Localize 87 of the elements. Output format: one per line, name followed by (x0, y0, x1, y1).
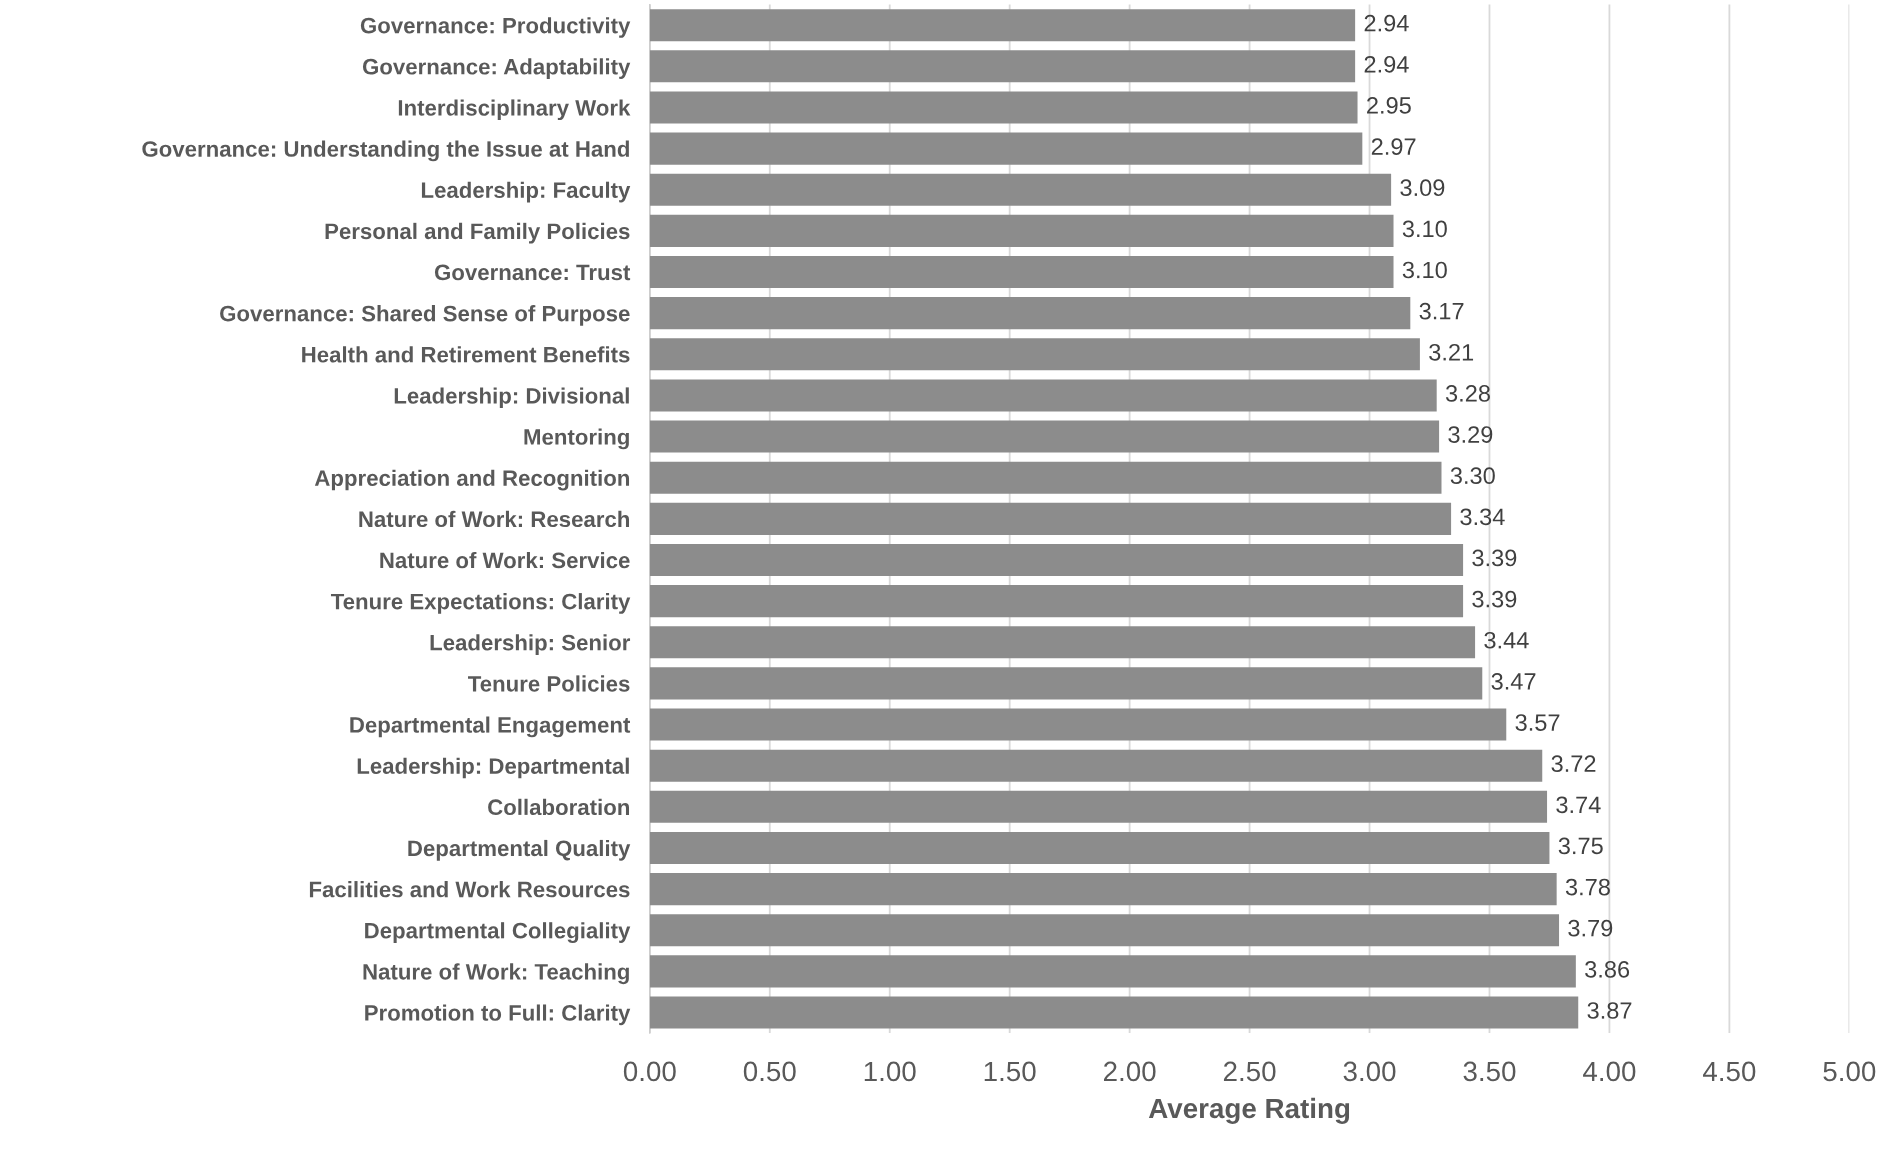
y-tick-label: Departmental Collegiality (365, 922, 631, 943)
bar (649, 379, 1437, 412)
bar (649, 708, 1507, 741)
y-tick-label: Governance: Shared Sense of Purpose (220, 305, 630, 326)
bar (649, 585, 1464, 618)
bar (649, 461, 1442, 494)
y-tick-label: Interdisciplinary Work (398, 99, 631, 121)
bar (649, 50, 1356, 83)
bar (649, 667, 1483, 700)
x-tick-label: 4.50 (1702, 1061, 1756, 1082)
y-tick-label: Leadership: Faculty (421, 181, 631, 203)
data-label: 3.10 (1402, 261, 1447, 279)
y-tick-label: Leadership: Divisional (394, 387, 629, 409)
x-axis-title: Average Rating (1148, 1097, 1350, 1124)
x-tick-label: 1.50 (984, 1061, 1036, 1082)
bar (649, 831, 1550, 865)
data-label: 3.74 (1556, 796, 1601, 814)
bar (649, 996, 1579, 1029)
bar (649, 749, 1543, 782)
y-tick-label: Tenure Expectations: Clarity (330, 593, 631, 614)
y-tick-label: Promotion to Full: Clarity (365, 1004, 631, 1026)
data-label: 3.78 (1565, 878, 1610, 896)
data-label: 3.75 (1558, 837, 1603, 855)
data-label: 3.39 (1472, 590, 1517, 608)
x-tick-label: 3.50 (1463, 1061, 1516, 1082)
y-tick-label: Governance: Understanding the Issue at Hand (142, 140, 629, 162)
data-label: 3.44 (1484, 631, 1529, 649)
bar (649, 255, 1394, 289)
x-tick-label: 2.00 (1103, 1061, 1156, 1082)
bar (649, 338, 1420, 371)
bar (649, 132, 1363, 165)
x-tick-label: 0.50 (743, 1061, 796, 1082)
data-label: 3.47 (1491, 673, 1536, 690)
y-tick-label: Nature of Work: Service (380, 551, 630, 569)
data-label: 3.39 (1472, 549, 1517, 567)
data-label: 3.87 (1587, 1002, 1632, 1019)
data-label: 3.57 (1515, 714, 1560, 731)
y-tick-label: Nature of Work: Teaching (363, 963, 629, 985)
x-tick-label: 5.00 (1823, 1061, 1876, 1082)
y-tick-label: Leadership: Senior (430, 634, 631, 655)
data-label: 3.72 (1551, 755, 1596, 773)
data-label: 2.94 (1364, 14, 1409, 32)
x-tick-label: 0.00 (623, 1061, 676, 1082)
bar (649, 502, 1452, 535)
bar (649, 173, 1392, 206)
y-tick-label: Governance: Trust (434, 264, 631, 281)
bar (649, 914, 1560, 947)
y-tick-label: Personal and Family Policies (325, 222, 630, 244)
data-label: 3.21 (1429, 343, 1474, 361)
bar (649, 955, 1576, 988)
y-tick-label: Governance: Adaptability (362, 58, 631, 79)
data-label: 3.10 (1402, 220, 1447, 238)
data-label: 3.30 (1450, 467, 1495, 485)
y-tick-label: Health and Retirement Benefits (302, 346, 630, 363)
y-tick-label: Governance: Productivity (360, 17, 631, 38)
bar (649, 9, 1356, 42)
x-tick-label: 3.00 (1343, 1061, 1396, 1082)
bar (649, 626, 1476, 659)
y-tick-label: Mentoring (524, 428, 629, 450)
y-tick-label: Leadership: Departmental (357, 757, 629, 779)
x-tick-label: 1.00 (864, 1061, 916, 1082)
bar (649, 790, 1548, 823)
data-label: 2.97 (1371, 138, 1416, 155)
data-label: 3.09 (1400, 179, 1445, 197)
y-tick-label: Departmental Engagement (350, 716, 631, 738)
y-tick-label: Facilities and Work Resources (309, 881, 630, 898)
y-tick-label: Appreciation and Recognition (314, 469, 630, 491)
bar (649, 420, 1440, 453)
data-label: 3.28 (1445, 385, 1490, 402)
data-label: 2.94 (1364, 55, 1409, 73)
y-tick-label: Tenure Policies (468, 675, 630, 692)
data-label: 3.79 (1568, 919, 1613, 937)
x-tick-label: 4.00 (1583, 1061, 1636, 1082)
bar (649, 297, 1411, 330)
data-label: 3.34 (1460, 508, 1505, 526)
bar (649, 214, 1394, 247)
y-tick-label: Nature of Work: Research (359, 510, 630, 528)
data-label: 3.29 (1448, 426, 1493, 443)
data-label: 3.86 (1585, 961, 1630, 978)
bar (649, 873, 1557, 906)
bar (649, 91, 1358, 124)
y-tick-label: Collaboration (488, 798, 629, 816)
y-tick-label: Departmental Quality (408, 839, 631, 861)
x-tick-label: 2.50 (1223, 1061, 1276, 1082)
data-label: 2.95 (1367, 97, 1411, 114)
bar (649, 543, 1464, 577)
data-label: 3.17 (1419, 302, 1464, 320)
